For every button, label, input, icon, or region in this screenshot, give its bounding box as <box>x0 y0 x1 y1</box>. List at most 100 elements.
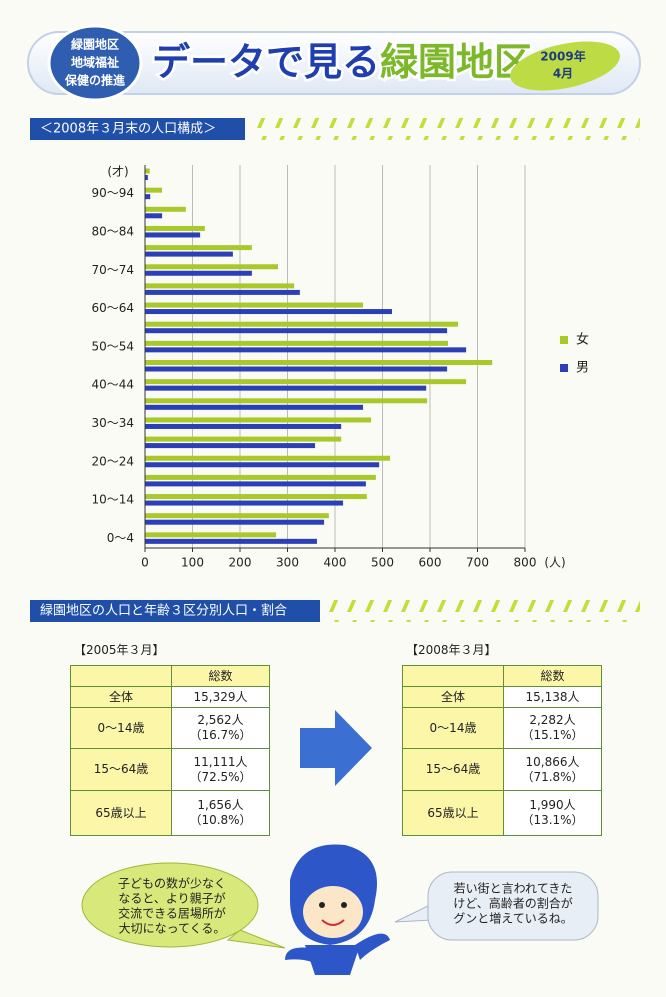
share: （16.7%） <box>189 728 252 742</box>
bar <box>145 366 448 372</box>
bar <box>145 360 493 365</box>
table-caption: 【2005年３月】 <box>74 643 165 657</box>
bubble <box>81 862 259 948</box>
table-header: 総数 <box>503 665 602 687</box>
y-tick-label: 20～24 <box>91 454 134 468</box>
table-row: 全体 15,138人 <box>402 686 602 708</box>
x-tick-label: 800 <box>514 556 537 570</box>
count: 15,329人 <box>193 689 248 704</box>
table-row: 0～14歳 2,562人 （16.7%） <box>70 707 270 749</box>
character-arm <box>285 947 312 962</box>
character-arm <box>355 933 390 960</box>
bubble-text: 交流できる居場所が <box>118 906 226 921</box>
share: （15.1%） <box>521 728 584 742</box>
x-unit: (人) <box>544 556 565 570</box>
bar <box>145 519 325 525</box>
row-value: 11,111人 （72.5%） <box>171 748 270 791</box>
bar <box>145 481 366 487</box>
bar <box>145 532 277 538</box>
legend-swatch <box>560 336 568 344</box>
row-label: 0～14歳 <box>402 707 504 749</box>
x-tick-label: 600 <box>419 556 442 570</box>
bubble-text: なると、より親子が <box>118 891 225 906</box>
bar <box>145 264 278 270</box>
count: 1,656人 <box>197 798 244 812</box>
table-header: 総数 <box>171 665 270 687</box>
share: （72.5%） <box>189 769 252 784</box>
x-tick-label: 200 <box>229 556 252 570</box>
bar <box>145 251 233 257</box>
bar <box>145 175 148 180</box>
y-tick-label: 50～54 <box>91 339 134 353</box>
table-row: 65歳以上 1,656人 （10.8%） <box>70 790 270 836</box>
legend-swatch <box>560 364 568 372</box>
badge-line: 緑園地区 <box>71 37 119 52</box>
bar <box>145 283 295 289</box>
row-value: 15,138人 <box>503 686 602 708</box>
bar <box>145 455 391 461</box>
character-mouth <box>321 919 345 926</box>
badge-line: 保健の推進 <box>64 73 126 88</box>
share: （71.8%） <box>521 769 584 784</box>
table-row: 0～14歳 2,282人 （15.1%） <box>402 707 602 749</box>
table-row: 65歳以上 1,990人 （13.1%） <box>402 790 602 836</box>
y-tick-label: 90～94 <box>91 186 134 200</box>
bar <box>145 436 342 442</box>
y-tick-label: 40～44 <box>91 378 134 392</box>
arrow <box>300 710 372 786</box>
bubble-tail <box>394 904 433 923</box>
table-row: 15～64歳 10,866人 （71.8%） <box>402 748 602 791</box>
table-row: 全体 15,329人 <box>70 686 270 708</box>
table-corner <box>70 665 172 687</box>
bar <box>145 302 364 308</box>
row-label: 15～64歳 <box>402 748 504 791</box>
bar <box>145 500 344 506</box>
bar <box>145 225 205 231</box>
bar <box>145 213 163 219</box>
y-tick-label: 0～4 <box>107 531 134 545</box>
bar <box>145 309 392 315</box>
row-label: 65歳以上 <box>70 790 172 836</box>
bubble-text: 若い街と言われてきた <box>454 882 573 896</box>
row-label: 15～64歳 <box>70 748 172 791</box>
bar <box>145 232 201 238</box>
x-tick-label: 700 <box>466 556 489 570</box>
leaf <box>510 41 620 91</box>
bar <box>145 538 317 544</box>
bar <box>145 194 151 200</box>
row-value: 10,866人 （71.8%） <box>503 748 602 791</box>
y-tick-label: 70～74 <box>91 263 134 277</box>
bar <box>145 245 252 251</box>
row-label: 0～14歳 <box>70 707 172 749</box>
section-bar <box>30 600 320 622</box>
character-eye <box>319 902 325 908</box>
count: 2,562人 <box>197 713 244 727</box>
bar <box>145 443 316 449</box>
count: 15,138人 <box>525 689 580 704</box>
bar <box>145 347 467 353</box>
row-value: 1,656人 （10.8%） <box>171 790 270 836</box>
slash-decoration <box>252 118 640 140</box>
x-tick-label: 300 <box>276 556 299 570</box>
table-row: 15～64歳 11,111人 （72.5%） <box>70 748 270 791</box>
bar <box>145 206 186 212</box>
slash-decoration <box>326 600 640 622</box>
row-label: 全体 <box>402 686 504 708</box>
table-row: 総数 <box>402 665 602 687</box>
row-value: 2,282人 （15.1%） <box>503 707 602 749</box>
count: 2,282人 <box>529 713 576 727</box>
bubble-text: けど、高齢者の割合が <box>453 896 572 911</box>
bar <box>145 513 329 519</box>
bar <box>145 404 364 410</box>
bar <box>145 423 342 429</box>
row-value: 1,990人 （13.1%） <box>503 790 602 836</box>
share: （13.1%） <box>521 813 584 827</box>
bar <box>145 494 367 500</box>
legend-label: 男 <box>576 361 589 376</box>
bar <box>145 321 459 327</box>
y-tick-label: 60～64 <box>91 301 134 315</box>
row-label: 65歳以上 <box>402 790 504 836</box>
bar <box>145 289 300 295</box>
